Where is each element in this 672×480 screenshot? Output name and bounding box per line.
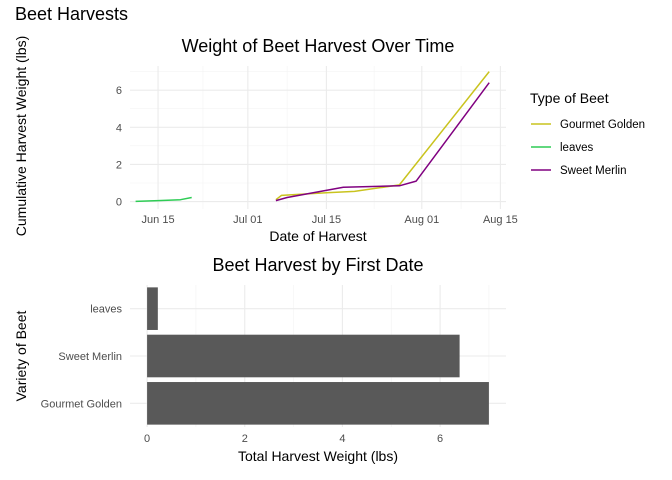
bar: [147, 287, 158, 330]
series-line: [275, 82, 490, 202]
bar-chart-bars: [147, 287, 489, 425]
x-tick-label: 0: [144, 433, 150, 445]
legend-title: Type of Beet: [530, 90, 609, 106]
page-title: Beet Harvests: [15, 4, 129, 24]
x-tick-label: 2: [242, 433, 248, 445]
y-tick-label: Gourmet Golden: [41, 398, 122, 410]
x-tick-label: Aug 01: [404, 214, 439, 226]
series-line: [275, 71, 490, 201]
y-tick-label: leaves: [90, 304, 122, 316]
legend-label: Sweet Merlin: [560, 165, 626, 177]
x-tick-label: 6: [437, 433, 443, 445]
line-chart-y-ticks: 0 2 4 6: [116, 85, 122, 208]
line-chart: Weight of Beet Harvest Over Time 0 2 4 6 Ju…: [13, 36, 645, 244]
x-tick-label: Jul 01: [233, 214, 262, 226]
x-tick-label: Aug 15: [483, 214, 518, 226]
bar-chart-x-axis-title: Total Harvest Weight (lbs): [238, 448, 398, 464]
bar-chart-y-axis-title: Variety of Beet: [13, 311, 29, 402]
y-tick-label: 6: [116, 85, 122, 97]
y-tick-label: Sweet Merlin: [58, 351, 122, 363]
x-tick-label: Jun 15: [142, 214, 175, 226]
bar-chart-title: Beet Harvest by First Date: [212, 255, 423, 275]
bar-chart-x-ticks: 0 2 4 6: [144, 433, 443, 445]
line-chart-grid: [130, 66, 506, 209]
series-line: [135, 196, 192, 203]
bar: [147, 382, 489, 425]
line-chart-x-ticks: Jun 15 Jul 01 Jul 15 Aug 01 Aug 15: [142, 214, 518, 226]
bar-chart: Beet Harvest by First Date leaves Sweet M…: [13, 255, 506, 464]
x-tick-label: Jul 15: [312, 214, 341, 226]
legend-items: Gourmet Golden leaves Sweet Merlin: [531, 119, 645, 177]
y-tick-label: 2: [116, 159, 122, 171]
bar: [147, 334, 460, 378]
line-chart-y-axis-title: Cumulative Harvest Weight (lbs): [13, 36, 29, 236]
y-tick-label: 4: [116, 122, 122, 134]
line-chart-x-axis-title: Date of Harvest: [269, 228, 366, 244]
x-tick-label: 4: [339, 433, 345, 445]
legend-label: Gourmet Golden: [560, 119, 645, 131]
bar-chart-y-ticks: leaves Sweet Merlin Gourmet Golden: [41, 304, 123, 411]
line-chart-series: [135, 71, 490, 203]
y-tick-label: 0: [116, 197, 122, 209]
line-chart-title: Weight of Beet Harvest Over Time: [182, 36, 455, 56]
legend: Type of Beet Gourmet Golden leaves Sweet M…: [530, 90, 645, 177]
legend-label: leaves: [560, 142, 593, 154]
